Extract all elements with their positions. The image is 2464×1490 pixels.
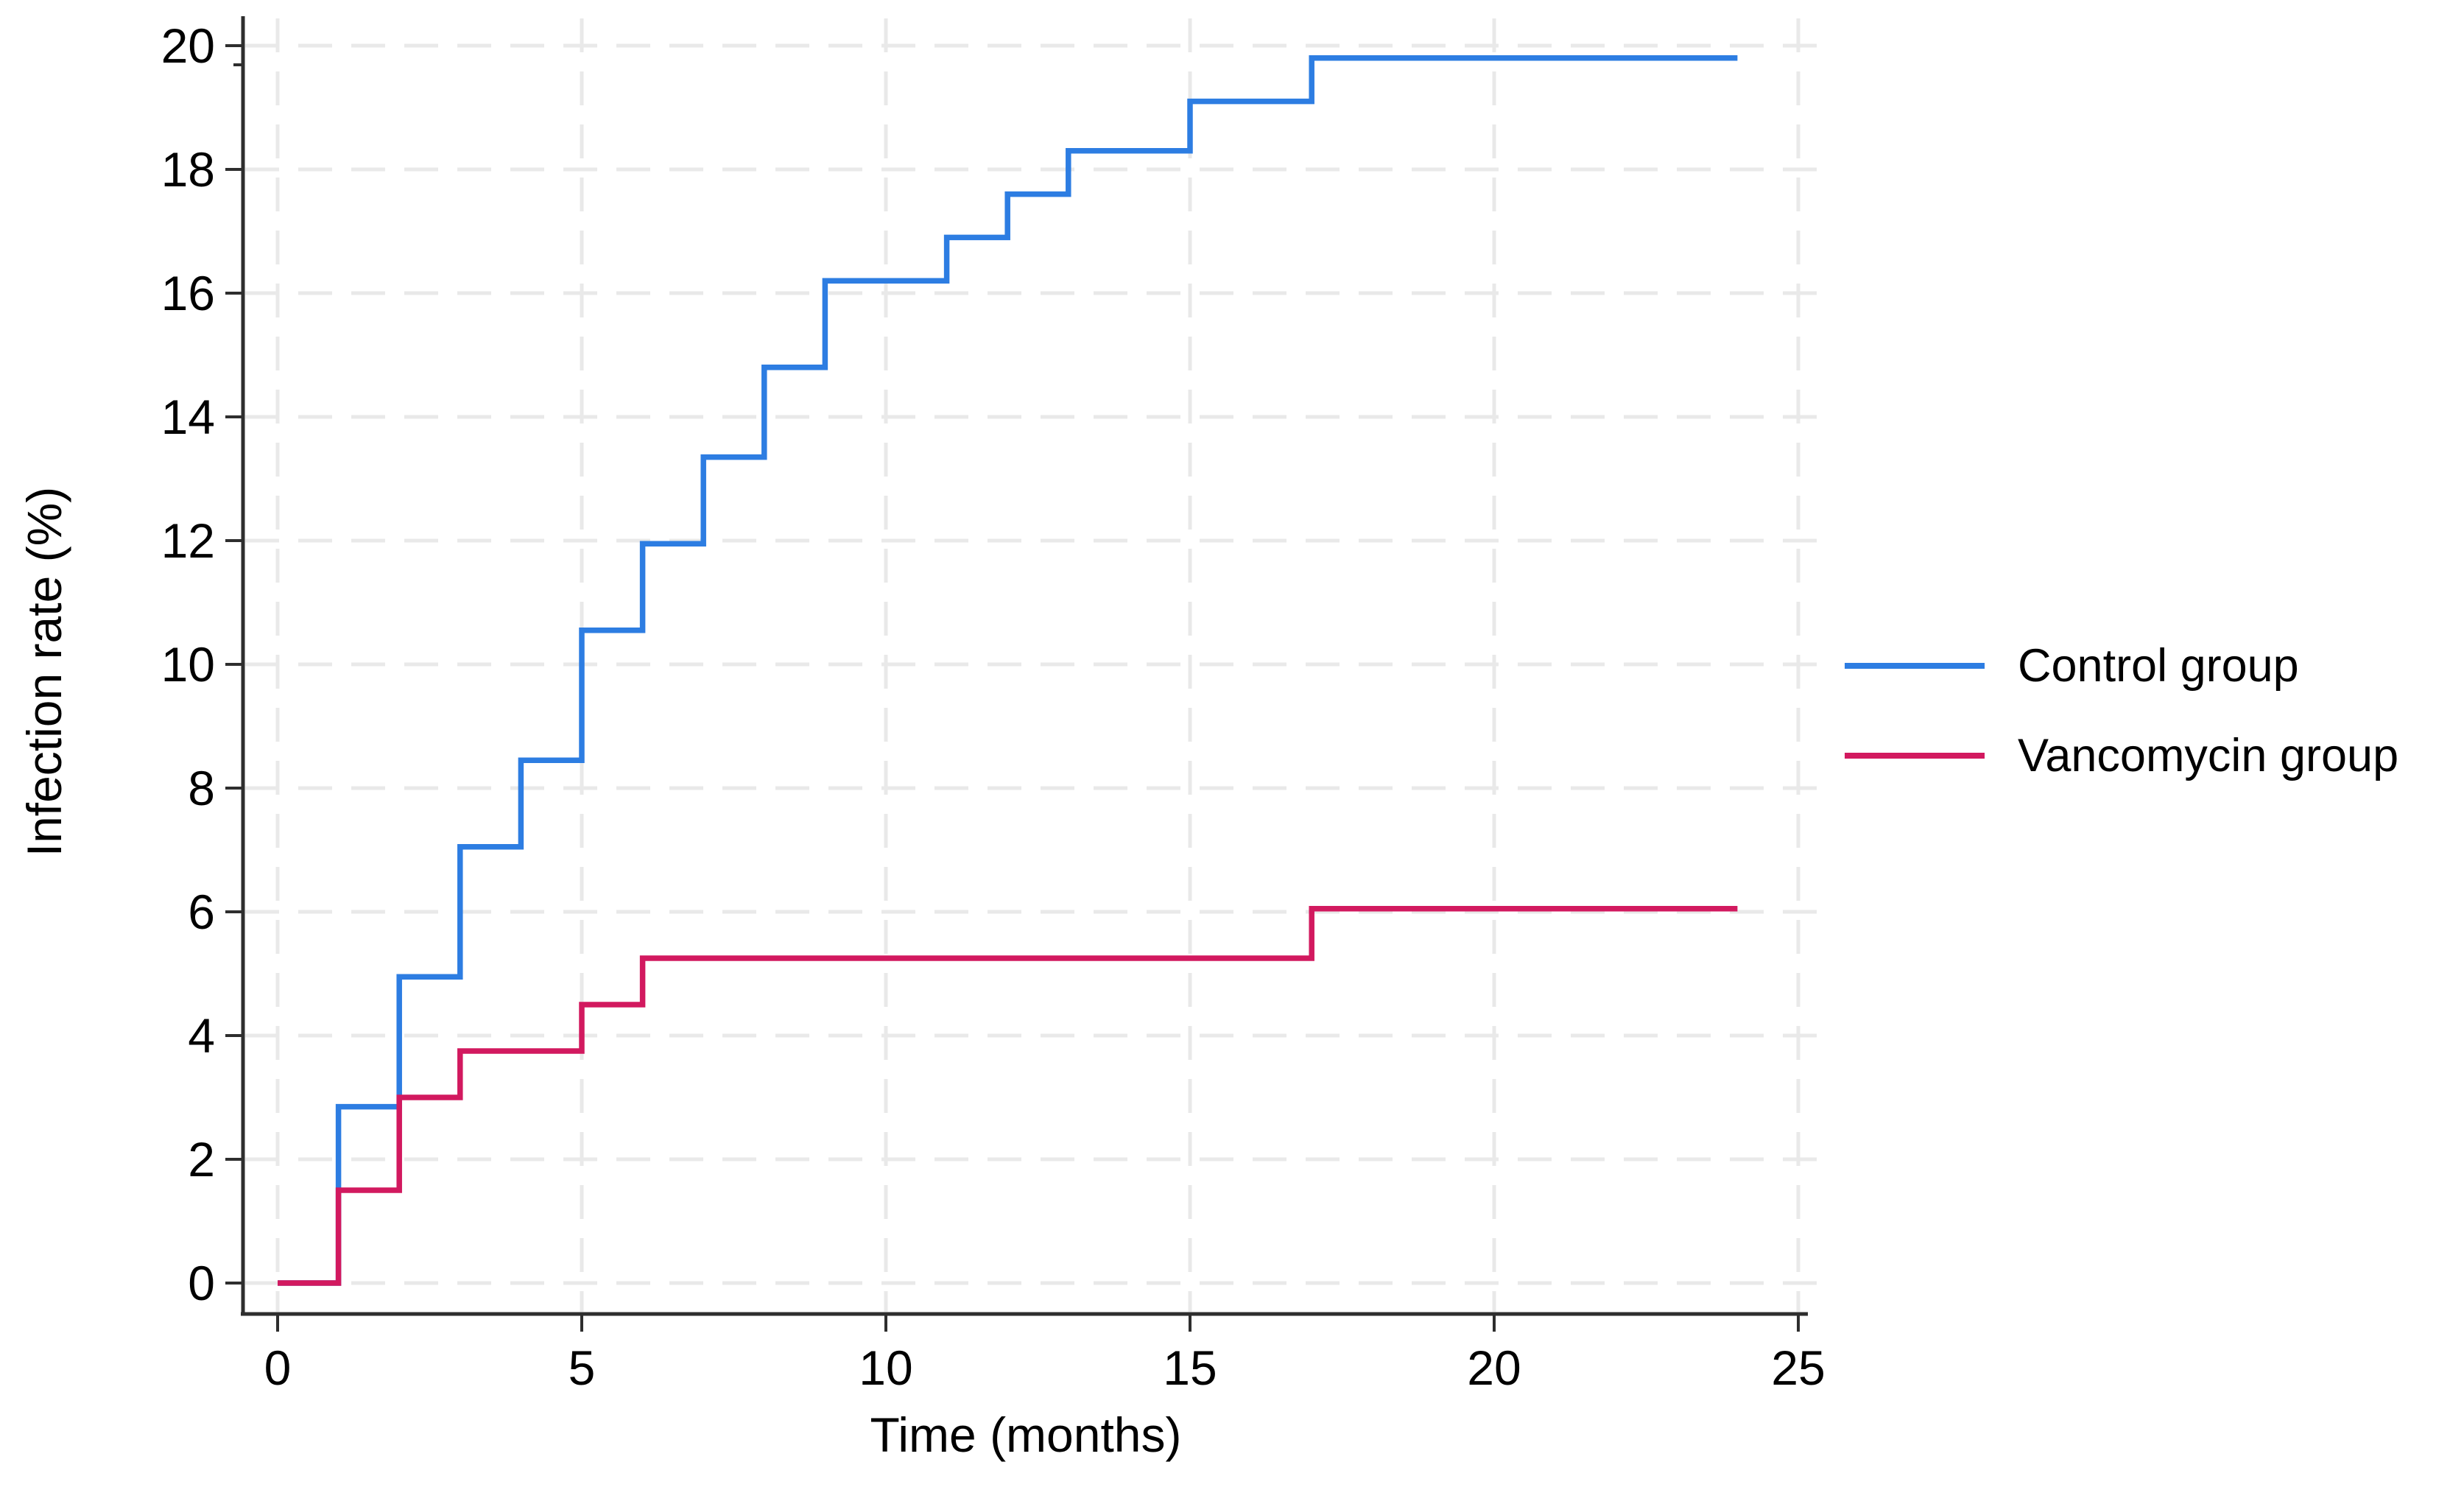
series-line-control-group xyxy=(278,55,1738,1286)
legend-line-swatch-vancomycin xyxy=(1845,753,1985,759)
legend-item-vancomycin-group: Vancomycin group xyxy=(1845,728,2398,784)
legend-line-swatch-control xyxy=(1845,663,1985,669)
x-tick-label-0: 0 xyxy=(264,1340,292,1395)
x-tick-label-5: 5 xyxy=(569,1340,596,1395)
x-tick-label-15: 15 xyxy=(1163,1340,1217,1395)
x-tick-label-10: 10 xyxy=(859,1340,912,1395)
x-tick-label-25: 25 xyxy=(1771,1340,1825,1395)
legend-item-control-group: Control group xyxy=(1845,638,2398,694)
y-tick-label-12: 12 xyxy=(161,513,215,568)
legend-label-control-group: Control group xyxy=(2018,640,2299,692)
y-tick-label-2: 2 xyxy=(188,1132,215,1187)
y-tick-label-18: 18 xyxy=(161,142,215,197)
y-tick-label-4: 4 xyxy=(188,1008,215,1063)
legend: Control group Vancomycin group xyxy=(1845,638,2398,784)
y-tick-label-16: 16 xyxy=(161,266,215,320)
y-tick-label-8: 8 xyxy=(188,761,215,815)
y-tick-label-6: 6 xyxy=(188,885,215,939)
series-line-vancomycin-group xyxy=(278,906,1738,1286)
y-axis-title: Infection rate (%) xyxy=(17,486,71,857)
y-tick-label-20: 20 xyxy=(161,18,215,73)
legend-label-vancomycin-group: Vancomycin group xyxy=(2018,730,2399,781)
y-tick-label-0: 0 xyxy=(188,1256,215,1310)
y-tick-label-14: 14 xyxy=(161,390,215,444)
y-tick-label-10: 10 xyxy=(161,637,215,692)
x-axis-title: Time (months) xyxy=(870,1408,1182,1462)
x-tick-label-20: 20 xyxy=(1467,1340,1521,1395)
